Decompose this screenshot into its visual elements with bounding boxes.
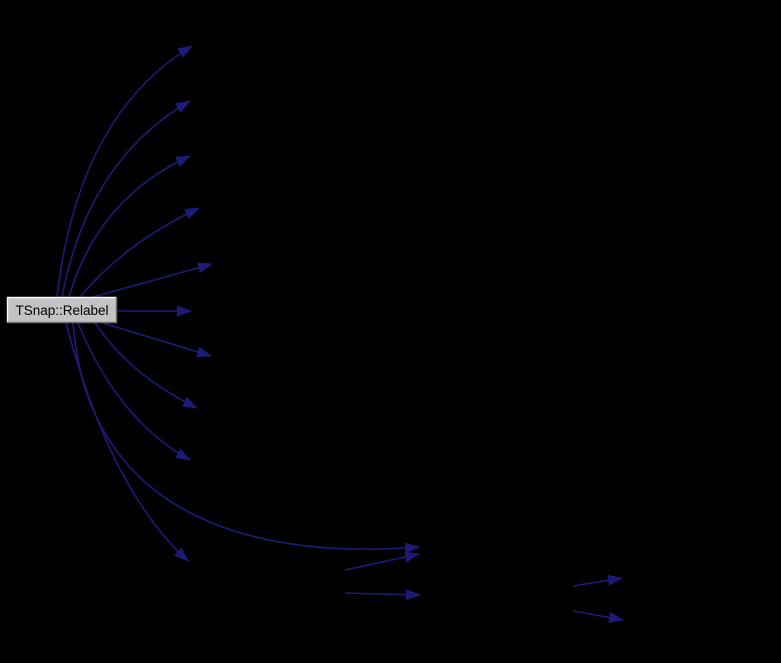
call-edge: [92, 262, 213, 298]
call-edge: [344, 589, 421, 601]
call-edge: [572, 574, 623, 587]
call-edge: [72, 322, 420, 554]
node-bevel-shadow: [7, 297, 118, 324]
graph-node-tsnap-relabel[interactable]: TSnap::Relabel: [6, 296, 118, 324]
call-edges-layer: [56, 45, 624, 623]
node-bevel-highlight: [6, 296, 117, 323]
call-edge: [572, 610, 624, 623]
node-label: TSnap::Relabel: [15, 303, 108, 318]
call-edge: [65, 322, 189, 562]
call-edge: [94, 322, 198, 409]
call-edge: [102, 322, 212, 358]
call-edge: [68, 155, 191, 298]
call-edge: [61, 100, 191, 298]
node-box[interactable]: [7, 297, 117, 323]
call-edge: [77, 322, 191, 461]
call-edge: [344, 551, 420, 571]
call-edge: [79, 207, 200, 298]
call-edge: [56, 45, 193, 298]
